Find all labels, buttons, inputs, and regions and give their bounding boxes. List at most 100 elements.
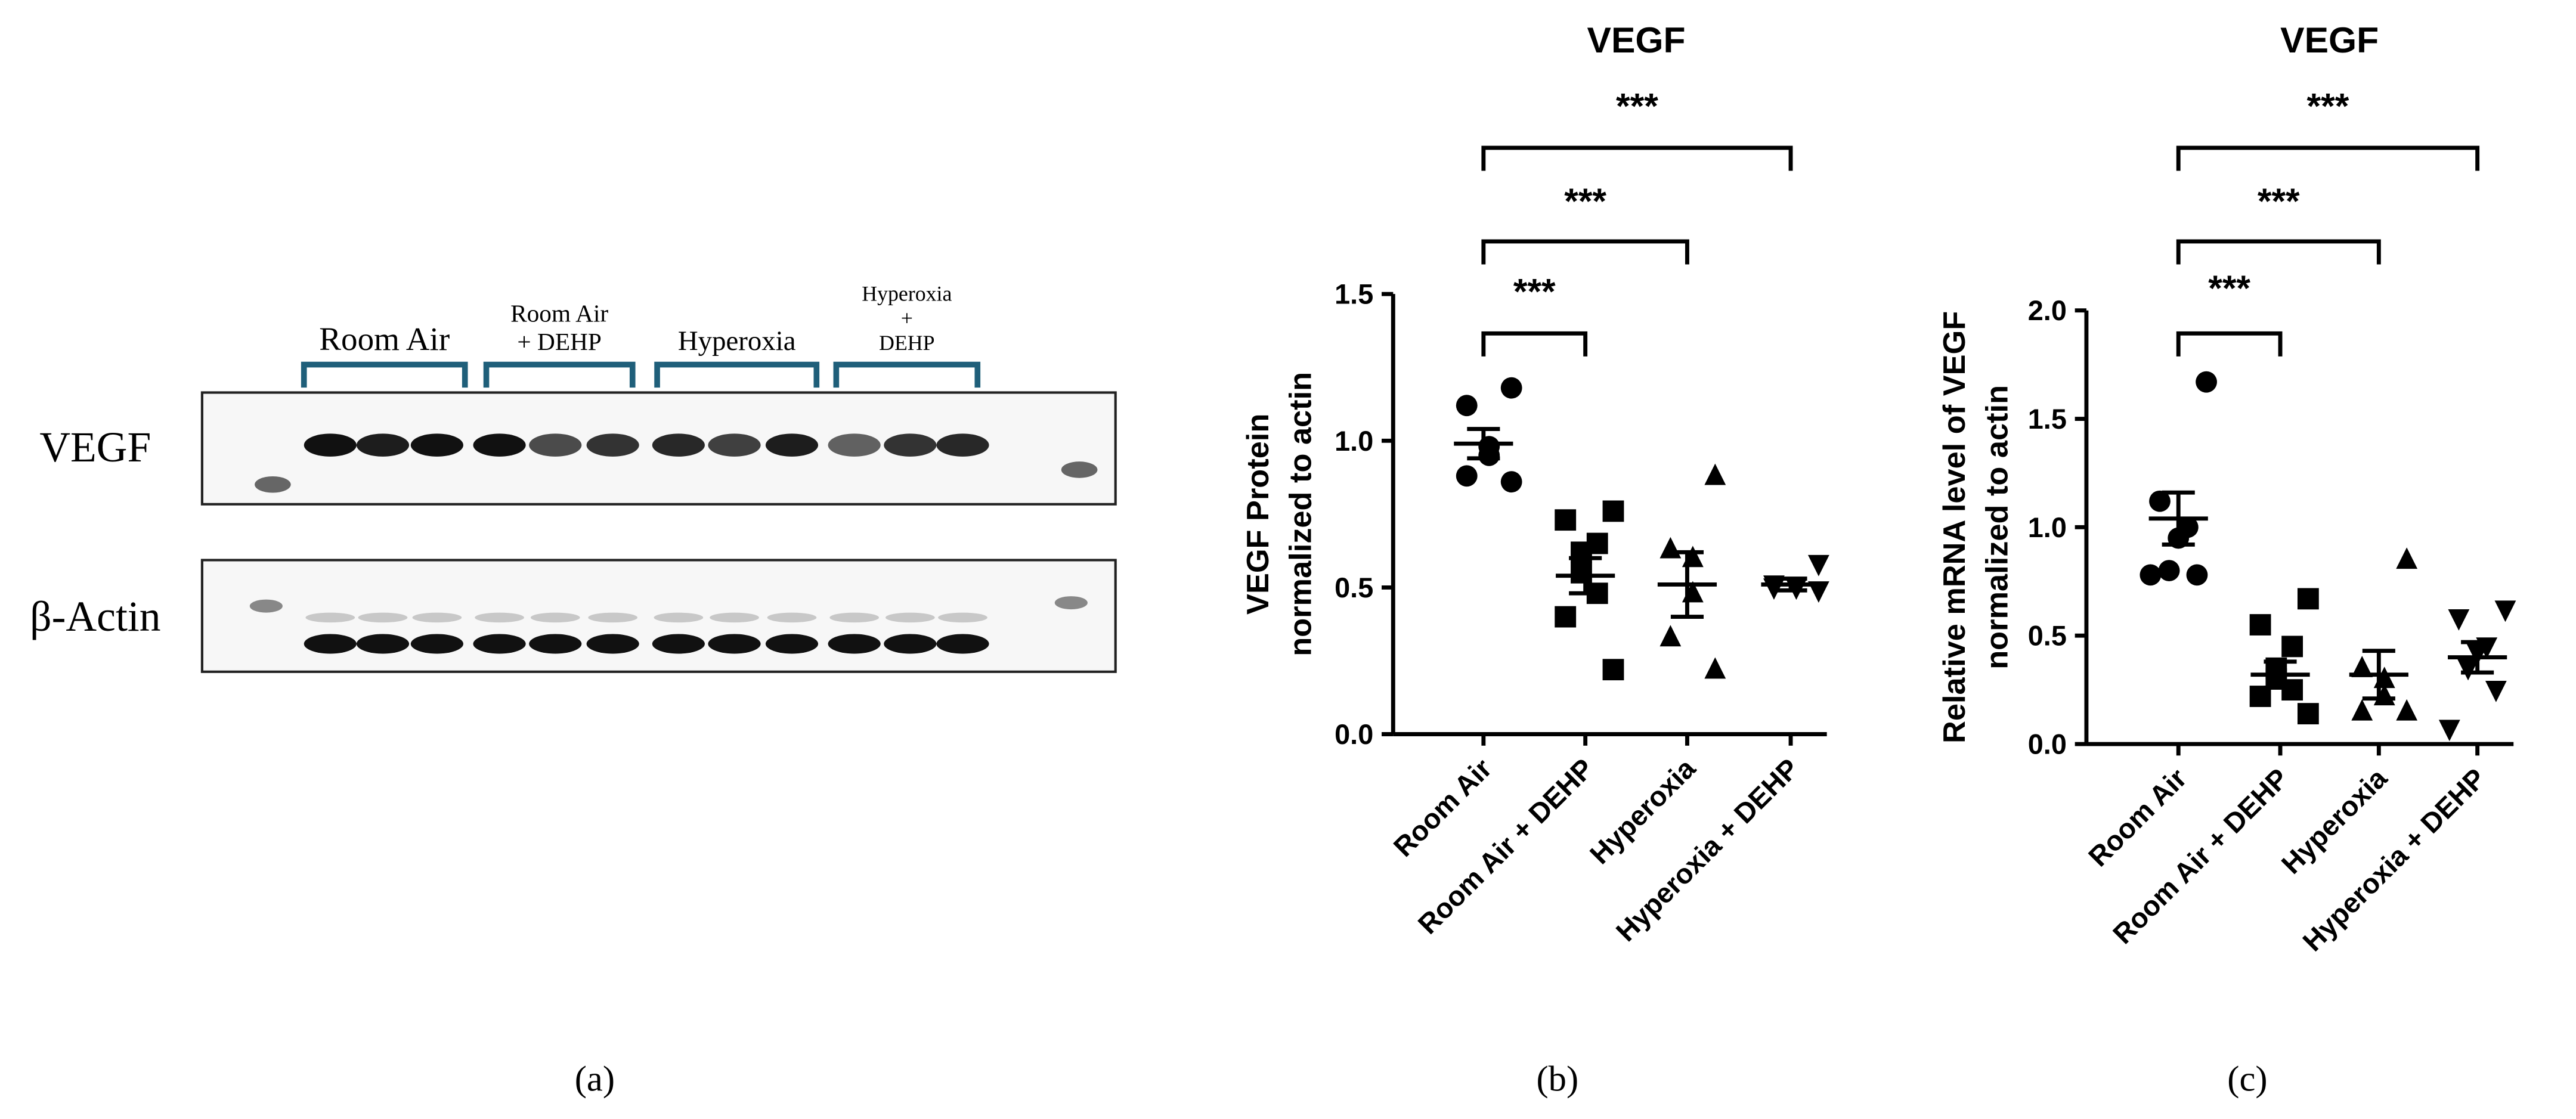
error-bar (2362, 649, 2395, 701)
significance-label: *** (2258, 181, 2300, 221)
data-point (2457, 659, 2479, 681)
ladder-band (255, 476, 291, 493)
y-axis-label: normalized to actin (1980, 385, 2015, 669)
x-tick-label: Room Air (1388, 752, 1498, 863)
group-bracket (483, 361, 636, 388)
data-point (2149, 490, 2171, 512)
data-point (1659, 625, 1682, 647)
data-point (1704, 463, 1726, 485)
vegf-band (936, 433, 989, 457)
data-point (2438, 720, 2460, 742)
vegf-band (828, 433, 881, 457)
x-tick-label: Hyperoxia + DEHP (1610, 752, 1805, 947)
significance-label: *** (1513, 271, 1556, 312)
group-label: Room Air (319, 321, 450, 357)
actin-faint-band (588, 612, 638, 623)
ladder-band (1061, 461, 1098, 478)
row-label: VEGF (39, 424, 151, 471)
actin-faint-band (475, 612, 524, 623)
error-bar (1467, 427, 1500, 461)
y-tick-label: 1.0 (2028, 512, 2067, 543)
actin-band (652, 634, 705, 654)
data-point (2186, 564, 2208, 586)
data-point (2351, 699, 2373, 721)
chart-title: VEGF (2280, 20, 2379, 60)
data-point (2196, 371, 2217, 393)
error-bar (1569, 556, 1602, 596)
data-point (1602, 659, 1624, 681)
y-tick-label: 2.0 (2028, 295, 2067, 326)
significance-label: *** (1564, 181, 1606, 221)
ladder-band (1054, 596, 1088, 610)
actin-band (828, 634, 881, 654)
significance-bracket (2176, 331, 2283, 357)
y-tick-label: 0.0 (1335, 719, 1373, 750)
actin-band (586, 634, 639, 654)
actin-faint-band (530, 612, 580, 623)
vegf-band (765, 433, 819, 457)
actin-band (884, 634, 937, 654)
significance-label: *** (2307, 85, 2349, 126)
ladder-band (249, 599, 283, 613)
significance-bracket (1481, 239, 1689, 265)
y-axis-label: normalized to actin (1284, 372, 1318, 656)
actin-faint-band (767, 612, 817, 623)
actin-band (410, 634, 463, 654)
vegf-band (884, 433, 937, 457)
group-label: Room Air (510, 299, 608, 327)
data-point (2297, 703, 2319, 725)
x-tick-label: Room Air + DEHP (2107, 762, 2294, 950)
vegf-band (708, 433, 761, 457)
group-label: DEHP (879, 331, 934, 355)
x-tick-label: Hyperoxia + DEHP (2297, 762, 2492, 957)
significance-bracket (2176, 239, 2381, 265)
vegf-band (586, 433, 639, 457)
actin-faint-band (886, 612, 935, 623)
data-point (2351, 656, 2373, 677)
data-point (2297, 588, 2319, 610)
group-bracket (654, 361, 820, 388)
data-point (2281, 679, 2303, 701)
vegf-band (410, 433, 463, 457)
vegf-band (473, 433, 526, 457)
data-point (2396, 699, 2418, 721)
row-label: β-Actin (30, 593, 160, 640)
data-point (1555, 606, 1577, 628)
data-point (2485, 680, 2507, 702)
actin-band (765, 634, 819, 654)
y-tick-label: 1.5 (1335, 279, 1373, 310)
vegf-band (529, 433, 582, 457)
actin-band (936, 634, 989, 654)
significance-label: *** (2208, 268, 2250, 308)
data-point (2140, 564, 2162, 586)
error-bar (2461, 640, 2494, 675)
x-tick-label: Room Air (2082, 762, 2193, 873)
data-point (1456, 395, 1478, 417)
actin-faint-band (710, 612, 759, 623)
group-label: Hyperoxia (862, 281, 952, 305)
data-point (1571, 562, 1592, 584)
group-bracket (833, 361, 981, 388)
data-point (1807, 581, 1829, 603)
actin-faint-band (305, 612, 355, 623)
data-point (1704, 657, 1726, 679)
y-tick-label: 0.5 (1335, 572, 1373, 603)
actin-faint-band (412, 612, 462, 623)
panel-label: (b) (1536, 1059, 1578, 1099)
data-point (1456, 465, 1478, 487)
data-point (1500, 471, 1522, 493)
error-bar (2264, 659, 2297, 690)
error-bar (1774, 576, 1807, 593)
vegf-band (304, 433, 357, 457)
actin-faint-band (938, 612, 987, 623)
panel-label: (c) (2227, 1059, 2267, 1099)
y-tick-label: 0.0 (2028, 729, 2067, 760)
actin-faint-band (358, 612, 408, 623)
actin-band (708, 634, 761, 654)
data-point (1602, 500, 1624, 522)
actin-band (304, 634, 357, 654)
significance-bracket (1481, 145, 1793, 171)
actin-band (473, 634, 526, 654)
y-axis-label: VEGF Protein (1241, 414, 1275, 615)
